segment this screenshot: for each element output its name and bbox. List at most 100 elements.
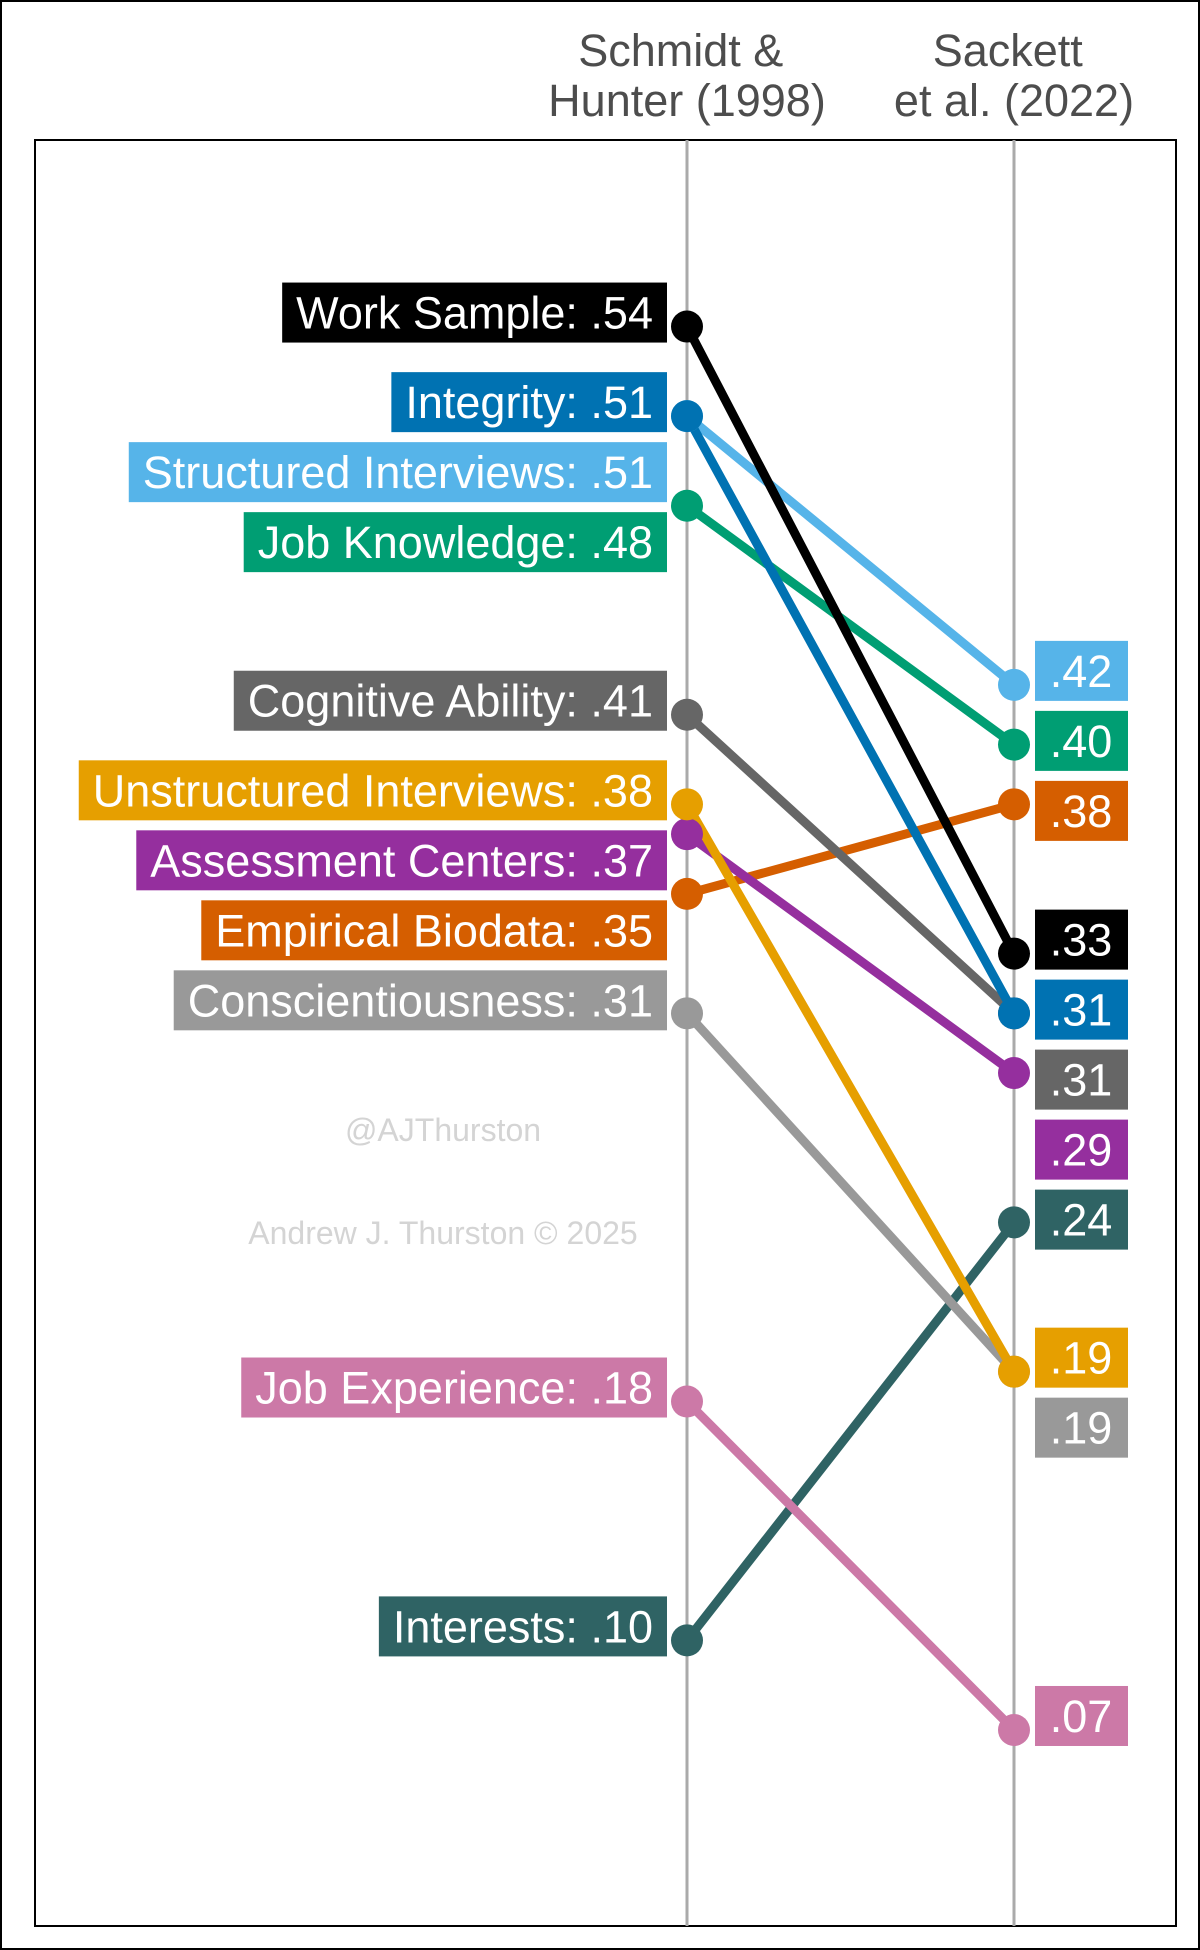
right-label-box-job-knowledge <box>1035 710 1128 771</box>
point-left-integrity <box>671 400 703 433</box>
left-label-text-conscientiousness: Conscientiousness: .31 <box>188 975 653 1026</box>
left-label-text-job-knowledge: Job Knowledge: .48 <box>258 517 653 568</box>
left-label-conscientiousness: Conscientiousness: .31 <box>173 970 667 1031</box>
left-label-text-empirical-biodata: Empirical Biodata: .35 <box>215 905 653 956</box>
left-label-text-cognitive-ability: Cognitive Ability: .41 <box>248 676 653 727</box>
column-header-right-line-2: et al. (2022) <box>894 75 1134 126</box>
point-left-cognitive-ability <box>671 698 703 731</box>
point-left-unstructured-interviews <box>671 788 703 821</box>
left-label-box-empirical-biodata <box>201 900 667 961</box>
right-label-empirical-biodata: .38 <box>1035 780 1128 841</box>
left-label-assessment-centers: Assessment Centers: .37 <box>136 830 667 891</box>
right-label-job-experience: .07 <box>1035 1685 1128 1746</box>
point-right-empirical-biodata <box>998 788 1030 821</box>
left-label-integrity: Integrity: .51 <box>391 372 667 433</box>
right-label-text-unstructured-interviews: .19 <box>1050 1333 1113 1384</box>
left-label-text-job-experience: Job Experience: .18 <box>255 1363 653 1414</box>
right-label-box-cognitive-ability <box>1035 1049 1128 1110</box>
left-label-box-interests <box>378 1596 667 1657</box>
left-label-work-sample: Work Sample: .54 <box>282 282 667 343</box>
left-label-cognitive-ability: Cognitive Ability: .41 <box>233 670 667 731</box>
right-label-cognitive-ability: .31 <box>1035 1049 1128 1110</box>
point-right-structured-interviews <box>998 668 1030 701</box>
right-label-interests: .24 <box>1035 1189 1128 1250</box>
left-label-box-job-experience <box>241 1357 667 1418</box>
right-label-text-integrity: .31 <box>1050 985 1113 1036</box>
left-label-box-conscientiousness <box>173 970 667 1031</box>
right-label-integrity: .31 <box>1035 979 1128 1040</box>
left-label-text-interests: Interests: .10 <box>393 1601 653 1652</box>
point-right-work-sample <box>998 937 1030 970</box>
series-line-unstructured-interviews <box>682 799 1019 1377</box>
right-label-box-assessment-centers <box>1035 1119 1128 1180</box>
point-right-assessment-centers <box>998 1057 1030 1090</box>
right-label-structured-interviews: .42 <box>1035 640 1128 701</box>
right-label-text-interests: .24 <box>1050 1195 1113 1246</box>
series-points <box>671 310 1030 1746</box>
right-label-box-structured-interviews <box>1035 640 1128 701</box>
series-labels: Work Sample: .54 .33 Integrity: .51 .31 Stru… <box>78 282 1128 1746</box>
left-label-text-assessment-centers: Assessment Centers: .37 <box>150 835 653 886</box>
series-line-work-sample <box>682 322 1019 959</box>
series-line-conscientiousness <box>682 1008 1019 1377</box>
left-label-job-knowledge: Job Knowledge: .48 <box>243 512 667 573</box>
series-line-cognitive-ability <box>682 710 1019 1018</box>
series-line-job-knowledge <box>682 501 1019 750</box>
column-header-right: Sackett et al. (2022) <box>894 25 1134 126</box>
right-label-box-unstructured-interviews <box>1035 1327 1128 1388</box>
right-label-text-job-knowledge: .40 <box>1050 716 1113 767</box>
right-label-box-work-sample <box>1035 909 1128 970</box>
series-line-assessment-centers <box>682 829 1019 1078</box>
point-right-unstructured-interviews <box>998 1355 1030 1388</box>
left-label-box-work-sample <box>282 282 667 343</box>
right-label-box-conscientiousness <box>1035 1397 1128 1458</box>
left-label-text-structured-interviews: Structured Interviews: .51 <box>143 447 653 498</box>
right-label-text-structured-interviews: .42 <box>1050 646 1113 697</box>
column-header-left-line-2: Hunter (1998) <box>548 75 826 126</box>
right-label-work-sample: .33 <box>1035 909 1128 970</box>
watermark-copyright: Andrew J. Thurston © 2025 <box>248 1215 637 1251</box>
left-label-job-experience: Job Experience: .18 <box>241 1357 667 1418</box>
right-label-text-work-sample: .33 <box>1050 915 1113 966</box>
series-lines <box>682 322 1019 1735</box>
point-left-assessment-centers <box>671 818 703 851</box>
left-label-interests: Interests: .10 <box>378 1596 667 1657</box>
right-label-assessment-centers: .29 <box>1035 1119 1128 1180</box>
right-label-text-empirical-biodata: .38 <box>1050 786 1113 837</box>
left-label-box-assessment-centers <box>136 830 667 891</box>
right-label-job-knowledge: .40 <box>1035 710 1128 771</box>
left-label-text-unstructured-interviews: Unstructured Interviews: .38 <box>93 765 653 816</box>
left-label-structured-interviews: Structured Interviews: .51 <box>128 442 667 503</box>
right-label-text-job-experience: .07 <box>1050 1691 1113 1742</box>
left-label-box-structured-interviews <box>128 442 667 503</box>
left-label-empirical-biodata: Empirical Biodata: .35 <box>201 900 667 961</box>
right-label-box-integrity <box>1035 979 1128 1040</box>
left-label-text-integrity: Integrity: .51 <box>405 377 653 428</box>
point-right-integrity <box>998 997 1030 1030</box>
column-header-left: Schmidt & Hunter (1998) <box>548 25 826 126</box>
left-label-box-cognitive-ability <box>233 670 667 731</box>
point-left-interests <box>671 1624 703 1657</box>
point-left-work-sample <box>671 310 703 343</box>
point-left-job-knowledge <box>671 489 703 522</box>
right-label-box-job-experience <box>1035 1685 1128 1746</box>
series-line-interests <box>682 1217 1019 1645</box>
right-label-box-empirical-biodata <box>1035 780 1128 841</box>
point-left-job-experience <box>671 1385 703 1418</box>
watermark-handle: @AJThurston <box>345 1112 541 1148</box>
right-label-unstructured-interviews: .19 <box>1035 1327 1128 1388</box>
point-right-interests <box>998 1206 1030 1239</box>
series-line-job-experience <box>682 1397 1019 1735</box>
left-label-text-work-sample: Work Sample: .54 <box>296 288 653 339</box>
point-left-conscientiousness <box>671 997 703 1030</box>
left-label-box-job-knowledge <box>243 512 667 573</box>
left-label-box-integrity <box>391 372 667 433</box>
right-label-text-cognitive-ability: .31 <box>1050 1055 1113 1106</box>
series-line-structured-interviews <box>682 411 1019 690</box>
right-label-box-interests <box>1035 1189 1128 1250</box>
series-line-integrity <box>682 411 1019 1018</box>
left-label-unstructured-interviews: Unstructured Interviews: .38 <box>78 760 667 821</box>
column-header-right-line-1: Sackett <box>933 25 1084 76</box>
point-right-job-knowledge <box>998 728 1030 761</box>
